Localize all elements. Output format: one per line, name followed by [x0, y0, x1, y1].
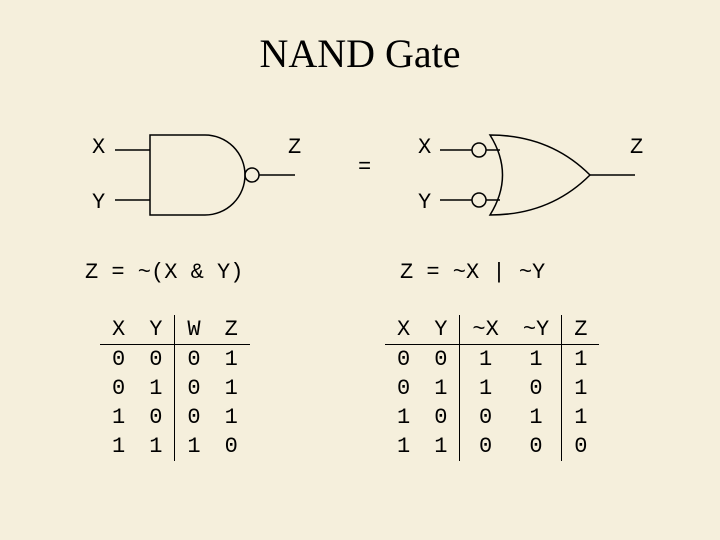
table-cell: 1	[385, 432, 422, 461]
table-row: 10011	[385, 403, 599, 432]
left-input-b-label: Y	[92, 190, 105, 215]
left-input-a-label: X	[92, 135, 105, 160]
table-header: Z	[213, 315, 250, 345]
right-truth-table: XY~X~YZ 00111011011001111000	[385, 315, 599, 461]
nand-gate	[95, 120, 305, 230]
table-cell: 1	[460, 345, 511, 375]
table-cell: 1	[385, 403, 422, 432]
table-header: ~Y	[511, 315, 562, 345]
table-cell: 1	[100, 403, 137, 432]
table-cell: 1	[562, 374, 600, 403]
table-cell: 0	[422, 345, 460, 375]
table-row: 1110	[100, 432, 250, 461]
left-truth-table: XYWZ 0001010110011110	[100, 315, 250, 461]
table-cell: 1	[213, 345, 250, 375]
table-cell: 0	[385, 345, 422, 375]
table-cell: 0	[511, 432, 562, 461]
table-cell: 0	[137, 345, 175, 375]
table-cell: 1	[562, 345, 600, 375]
table-cell: 0	[100, 374, 137, 403]
table-cell: 0	[175, 345, 213, 375]
table-header: X	[385, 315, 422, 345]
page-title: NAND Gate	[0, 30, 720, 77]
table-cell: 1	[137, 432, 175, 461]
table-header: Z	[562, 315, 600, 345]
table-header: Y	[422, 315, 460, 345]
table-cell: 1	[511, 403, 562, 432]
table-cell: 1	[137, 374, 175, 403]
table-cell: 0	[422, 403, 460, 432]
or-gate-inverted-inputs	[420, 120, 650, 230]
table-header: ~X	[460, 315, 511, 345]
table-cell: 0	[562, 432, 600, 461]
right-output-label: Z	[630, 135, 643, 160]
table-row: 1001	[100, 403, 250, 432]
table-row: 01101	[385, 374, 599, 403]
table-cell: 0	[175, 403, 213, 432]
table-cell: 0	[385, 374, 422, 403]
left-expression: Z = ~(X & Y)	[85, 260, 243, 285]
table-header: Y	[137, 315, 175, 345]
right-input-a-label: X	[418, 135, 431, 160]
table-cell: 0	[213, 432, 250, 461]
table-cell: 1	[511, 345, 562, 375]
table-row: 00111	[385, 345, 599, 375]
table-cell: 1	[562, 403, 600, 432]
table-row: 11000	[385, 432, 599, 461]
table-cell: 1	[100, 432, 137, 461]
table-cell: 1	[422, 432, 460, 461]
table-cell: 0	[175, 374, 213, 403]
right-input-b-label: Y	[418, 190, 431, 215]
table-cell: 0	[137, 403, 175, 432]
table-cell: 0	[511, 374, 562, 403]
table-row: 0001	[100, 345, 250, 375]
table-header: X	[100, 315, 137, 345]
table-cell: 1	[422, 374, 460, 403]
left-output-label: Z	[288, 135, 301, 160]
table-row: 0101	[100, 374, 250, 403]
table-cell: 0	[100, 345, 137, 375]
table-cell: 0	[460, 403, 511, 432]
right-expression: Z = ~X | ~Y	[400, 260, 545, 285]
equals-sign: =	[358, 155, 371, 180]
table-header: W	[175, 315, 213, 345]
table-cell: 0	[460, 432, 511, 461]
table-cell: 1	[213, 374, 250, 403]
table-cell: 1	[460, 374, 511, 403]
table-cell: 1	[213, 403, 250, 432]
table-cell: 1	[175, 432, 213, 461]
